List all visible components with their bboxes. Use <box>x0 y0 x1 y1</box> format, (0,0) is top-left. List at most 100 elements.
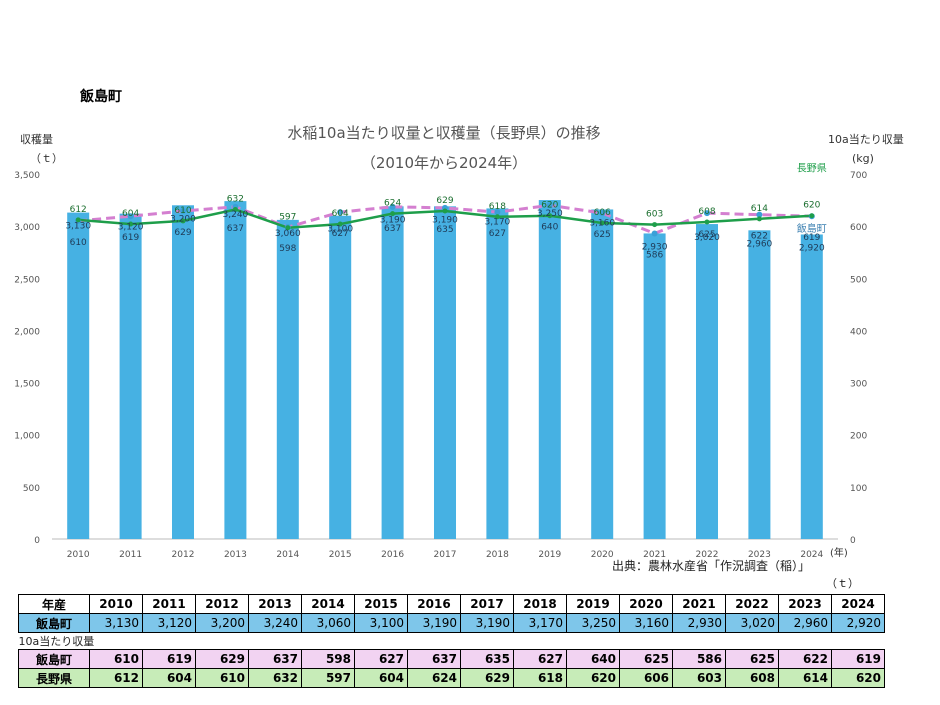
table-nagano-yield-cell: 612 <box>89 668 143 688</box>
table-harvest-cell: 3,130 <box>89 613 143 633</box>
harvest-bar <box>67 212 90 540</box>
right-tick-label: 300 <box>850 380 867 390</box>
iijima-yield-point <box>599 210 606 217</box>
harvest-data-label: 3,130 <box>65 222 91 232</box>
left-tick-label: 3,500 <box>14 171 40 181</box>
right-axis-label: 10a当たり収量 <box>828 132 904 146</box>
harvest-data-label: 3,100 <box>327 225 353 235</box>
harvest-data-label: 3,060 <box>275 229 301 239</box>
table-nagano-yield-cell: 604 <box>142 668 196 688</box>
table-nagano-yield-cell: 608 <box>725 668 779 688</box>
table-row-harvest: 飯島町 3,130 3,120 3,200 3,240 3,060 3,100 3,190 3… <box>18 613 885 633</box>
table-year-cell: 2021 <box>672 594 726 614</box>
table-harvest-cell: 3,160 <box>619 613 673 633</box>
chart-subtitle: （2010年から2024年） <box>361 154 527 172</box>
nagano-data-label: 620 <box>541 201 558 211</box>
x-tick-label: 2013 <box>224 550 247 560</box>
harvest-bar <box>171 205 195 540</box>
table-nagano-yield-cell: 614 <box>778 668 832 688</box>
harvest-bar <box>119 213 142 539</box>
harvest-bar <box>224 201 247 539</box>
left-axis-unit: （ｔ） <box>30 152 63 165</box>
nagano-yield-point <box>232 206 238 212</box>
nagano-yield-point <box>180 218 186 224</box>
nagano-yield-point <box>494 214 500 220</box>
harvest-data-label: 2,920 <box>799 243 825 253</box>
nagano-yield-point <box>809 213 815 219</box>
harvest-data-label: 3,190 <box>432 215 458 225</box>
table-nagano-yield-cell: 624 <box>407 668 461 688</box>
x-tick-label: 2021 <box>643 550 666 560</box>
table-year-cell: 2017 <box>460 594 514 614</box>
table-header-label: 年産 <box>18 594 90 614</box>
table-harvest-cell: 3,170 <box>513 613 567 633</box>
table-year-cell: 2015 <box>354 594 408 614</box>
table-iijima-yield-cell: 640 <box>566 649 620 669</box>
table-nagano-yield-cell: 629 <box>460 668 514 688</box>
iijima-data-label: 586 <box>646 250 663 260</box>
iijima-data-label: 619 <box>803 233 820 243</box>
harvest-bar <box>643 233 666 539</box>
data-table: 年産 2010 2011 2012 2013 2014 2015 2016 2017 2018 2… <box>18 594 885 688</box>
table-yield-caption: 10a当たり収量 <box>18 635 95 648</box>
left-axis-label: 収穫量 <box>20 133 53 146</box>
nagano-series-label: 長野県 <box>797 163 827 175</box>
right-tick-label: 400 <box>850 327 867 337</box>
table-harvest-label: 飯島町 <box>18 613 90 633</box>
x-tick-label: 2022 <box>696 550 719 560</box>
table-harvest-cell: 2,930 <box>672 613 726 633</box>
nagano-yield-point <box>285 225 291 231</box>
x-tick-label: 2024 <box>800 550 823 560</box>
right-tick-label: 700 <box>850 171 867 181</box>
right-tick-label: 500 <box>850 275 867 285</box>
table-row-iijima-yield: 飯島町 610 619 629 637 598 627 637 635 627 640 625 586… <box>18 649 885 669</box>
left-tick-label: 3,000 <box>14 223 40 233</box>
left-tick-label: 500 <box>23 484 40 494</box>
harvest-bar <box>538 200 561 540</box>
nagano-yield-point <box>390 211 396 217</box>
iijima-data-label: 635 <box>436 225 453 235</box>
nagano-yield-point <box>75 217 81 223</box>
x-tick-label: 2010 <box>67 550 90 560</box>
iijima-yield-point <box>337 209 344 216</box>
table-iijima-yield-cell: 622 <box>778 649 832 669</box>
table-iijima-yield-cell: 627 <box>354 649 408 669</box>
harvest-bar <box>486 208 509 539</box>
table-iijima-yield-cell: 637 <box>248 649 302 669</box>
harvest-bar <box>800 234 823 539</box>
table-iijima-yield-cell: 586 <box>672 649 726 669</box>
table-harvest-cell: 2,960 <box>778 613 832 633</box>
chart-title: 水稲10a当たり収量と収穫量（長野県）の推移 <box>287 124 600 142</box>
nagano-data-label: 610 <box>174 206 191 216</box>
x-tick-label: 2019 <box>538 550 561 560</box>
harvest-bar <box>695 224 719 540</box>
x-tick-label: 2015 <box>329 550 352 560</box>
table-harvest-cell: 3,060 <box>301 613 355 633</box>
harvest-data-label: 3,250 <box>537 209 563 219</box>
table-harvest-cell: 3,190 <box>460 613 514 633</box>
table-harvest-cell: 3,120 <box>142 613 196 633</box>
iijima-yield-point <box>704 210 710 217</box>
nagano-yield-point <box>128 221 134 227</box>
right-tick-label: 0 <box>850 536 856 546</box>
table-row-year: 年産 2010 2011 2012 2013 2014 2015 2016 2017 2018 2… <box>18 594 885 614</box>
table-nagano-yield-cell: 606 <box>619 668 673 688</box>
table-year-cell: 2023 <box>778 594 832 614</box>
table-unit: （ｔ） <box>826 577 859 590</box>
x-tick-label: 2018 <box>486 550 509 560</box>
x-tick-label: 2023 <box>748 550 771 560</box>
iijima-data-label: 637 <box>227 224 244 234</box>
table-iijima-yield-cell: 629 <box>195 649 249 669</box>
table-year-cell: 2013 <box>248 594 302 614</box>
nagano-data-label: 614 <box>751 204 768 214</box>
table-harvest-cell: 3,020 <box>725 613 779 633</box>
nagano-yield-point <box>337 221 343 227</box>
nagano-data-label: 597 <box>279 213 296 223</box>
town-label: 飯島町 <box>80 89 122 105</box>
harvest-bar <box>748 230 771 540</box>
table-iijima-yield-cell: 619 <box>142 649 196 669</box>
x-tick-label: 2016 <box>381 550 404 560</box>
table-nagano-label: 長野県 <box>18 668 90 688</box>
table-year-cell: 2012 <box>195 594 249 614</box>
table-harvest-cell: 2,920 <box>831 613 885 633</box>
